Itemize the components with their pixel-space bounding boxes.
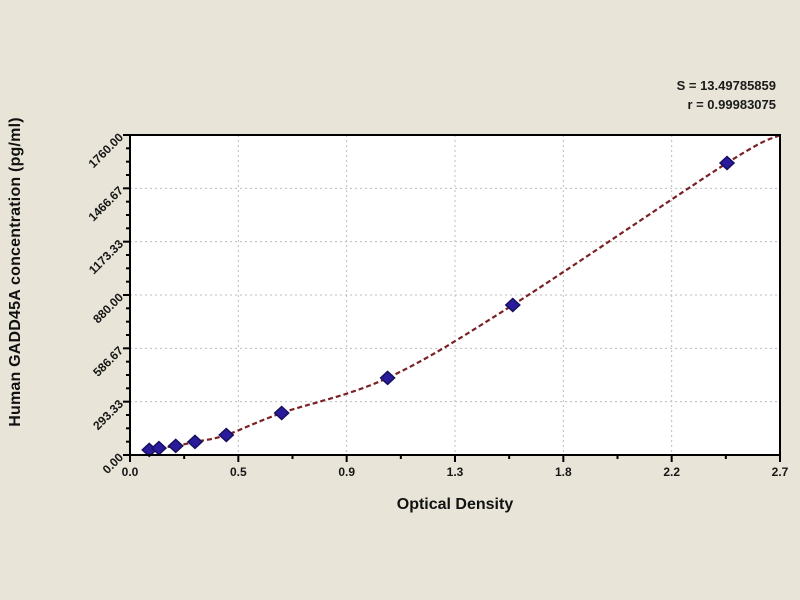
fit-statistics: S = 13.49785859 r = 0.99983075 (677, 76, 776, 114)
x-tick-label: 1.3 (447, 465, 464, 479)
x-tick-label: 2.7 (772, 465, 789, 479)
fit-stat-correlation: r = 0.99983075 (687, 97, 776, 112)
fit-curve (143, 135, 780, 454)
y-tick-label: 293.33 (90, 397, 126, 433)
x-tick-label: 0.0 (122, 465, 139, 479)
data-point-marker (186, 434, 204, 450)
x-tick-label: 1.8 (555, 465, 572, 479)
data-point-marker (218, 427, 235, 443)
data-point-marker (273, 405, 290, 421)
plot-frame (129, 134, 781, 456)
y-tick-label: 1760.00 (86, 130, 127, 171)
data-point-marker (167, 438, 184, 454)
data-point-marker (504, 297, 521, 313)
y-tick-label: 1173.33 (86, 237, 126, 277)
data-point-marker (379, 370, 396, 386)
x-axis-title: Optical Density (396, 496, 514, 513)
x-tick-label: 2.2 (663, 465, 680, 479)
x-tick-label: 0.9 (338, 465, 355, 479)
y-tick-label: 880.00 (90, 290, 126, 326)
y-tick-label: 586.67 (90, 343, 126, 379)
x-tick-label: 0.5 (230, 465, 247, 479)
data-point-marker (718, 155, 736, 171)
fit-stat-standard-error: S = 13.49785859 (676, 78, 776, 93)
y-axis-title: Human GADD45A concentration (pg/ml) (7, 117, 24, 427)
y-tick-label: 1466.67 (86, 183, 127, 224)
